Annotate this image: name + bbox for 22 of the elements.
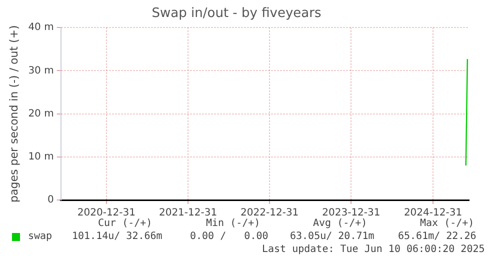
x-tick-label: 2021-12-31 bbox=[158, 208, 218, 219]
y-tick-label: 10 m bbox=[28, 151, 54, 162]
x-tick-label: 2022-12-31 bbox=[240, 208, 299, 219]
text: Cur (-/+) bbox=[98, 218, 152, 229]
y-tick-label: 30 m bbox=[28, 65, 54, 76]
text: 65.61m/ 22.26 bbox=[398, 231, 476, 242]
text: Last update: Tue Jun 10 06:00:20 2025 bbox=[262, 244, 485, 255]
text: 63.05u/ 20.71m bbox=[290, 231, 374, 242]
y-axis-title: pages per second in (-) / out (+) bbox=[7, 25, 20, 202]
y-tick-label: 40 m bbox=[28, 22, 54, 34]
legend-label: swap bbox=[28, 231, 52, 242]
x-tick-label: 2023-12-31 bbox=[322, 208, 380, 219]
text: Max (-/+) bbox=[420, 218, 474, 229]
text: 101.14u/ 32.66m bbox=[72, 231, 162, 242]
x-tick-label: 2024-12-31 bbox=[404, 208, 462, 219]
chart-title: Swap in/out - by fiveyears bbox=[152, 6, 322, 22]
y-tick-label: 20 m bbox=[28, 108, 54, 120]
x-tick-label: 2020-12-31 bbox=[77, 208, 136, 219]
text: Avg (-/+) bbox=[313, 218, 368, 229]
text: Min (-/+) bbox=[206, 218, 260, 229]
text: 0.00 / 0.00 bbox=[190, 231, 268, 242]
y-tick-label: 0 bbox=[47, 194, 54, 206]
